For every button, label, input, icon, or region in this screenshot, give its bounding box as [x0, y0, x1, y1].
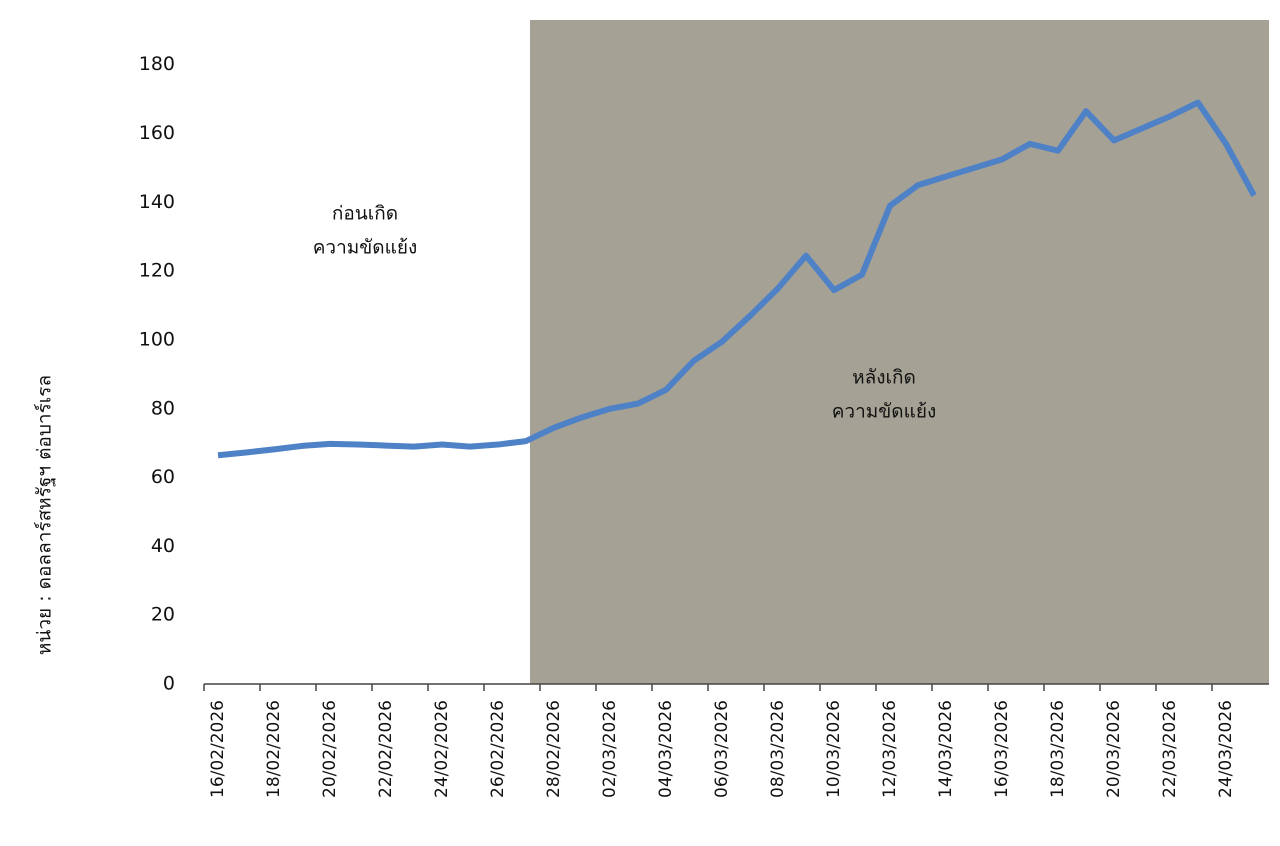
y-tick-label: 180 — [139, 53, 175, 75]
x-tick-label: 22/02/2026 — [376, 700, 396, 798]
x-tick-label: 24/02/2026 — [432, 700, 452, 798]
x-tick-label: 10/03/2026 — [824, 700, 844, 798]
x-tick-label: 08/03/2026 — [768, 700, 788, 798]
annotation: ก่อนเกิด — [332, 203, 398, 225]
y-tick-label: 80 — [151, 397, 175, 419]
y-axis-label: หน่วย : ดอลลาร์สหรัฐฯ ต่อบาร์เรล — [34, 375, 56, 655]
y-tick-label: 60 — [151, 466, 175, 488]
x-tick-label: 20/02/2026 — [320, 700, 340, 798]
x-tick-label: 04/03/2026 — [656, 700, 676, 798]
y-tick-label: 140 — [139, 191, 175, 213]
x-tick-label: 12/03/2026 — [880, 700, 900, 798]
x-tick-label: 20/03/2026 — [1104, 700, 1124, 798]
annotation: ความขัดแย้ง — [832, 401, 937, 423]
shaded-region — [530, 20, 1269, 684]
line — [217, 99, 1257, 459]
y-tick-label: 100 — [139, 328, 175, 350]
annotation: ความขัดแย้ง — [313, 237, 418, 259]
y-tick-label: 20 — [151, 604, 175, 626]
x-tick-label: 24/03/2026 — [1216, 700, 1236, 798]
x-tick-label: 22/03/2026 — [1160, 700, 1180, 798]
y-tick-label: 160 — [139, 122, 175, 144]
x-tick-label: 06/03/2026 — [712, 700, 732, 798]
x-tick-label: 16/03/2026 — [992, 700, 1012, 798]
x-tick-label: 26/02/2026 — [488, 700, 508, 798]
x-tick-label: 28/02/2026 — [544, 700, 564, 798]
y-tick-label: 0 — [163, 673, 175, 695]
x-tick-label: 18/02/2026 — [264, 700, 284, 798]
y-tick-label: 120 — [139, 260, 175, 282]
x-tick-label: 16/02/2026 — [208, 700, 228, 798]
x-tick-label: 14/03/2026 — [936, 700, 956, 798]
annotation: หลังเกิด — [852, 367, 916, 389]
x-tick-label: 18/03/2026 — [1048, 700, 1068, 798]
x-tick-label: 02/03/2026 — [600, 700, 620, 798]
y-tick-label: 40 — [151, 535, 175, 557]
